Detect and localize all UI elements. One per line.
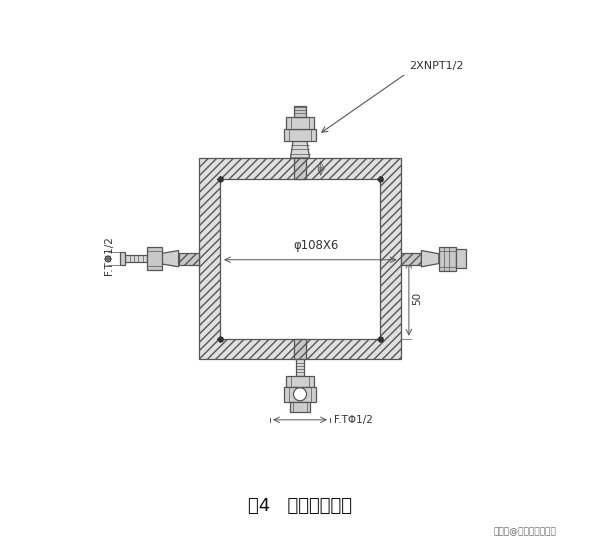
Bar bbox=[294, 158, 306, 179]
Bar bbox=[120, 252, 125, 265]
Bar bbox=[220, 179, 380, 339]
Circle shape bbox=[293, 388, 307, 401]
Bar bbox=[294, 339, 306, 359]
Bar bbox=[294, 106, 306, 117]
Bar bbox=[199, 158, 401, 359]
Bar bbox=[439, 247, 456, 271]
Text: φ: φ bbox=[316, 166, 325, 171]
Polygon shape bbox=[421, 250, 439, 267]
Bar bbox=[284, 387, 316, 402]
Bar bbox=[286, 117, 314, 129]
Polygon shape bbox=[160, 250, 179, 267]
Bar bbox=[147, 248, 162, 270]
Text: 搜狐号@嘉可自动化仪表: 搜狐号@嘉可自动化仪表 bbox=[493, 527, 556, 536]
Text: 50: 50 bbox=[412, 292, 422, 305]
Polygon shape bbox=[290, 140, 310, 158]
Text: 2XNPT1/2: 2XNPT1/2 bbox=[409, 61, 463, 71]
Text: F.TΦ1/2: F.TΦ1/2 bbox=[334, 415, 373, 425]
Bar bbox=[290, 402, 310, 411]
Bar bbox=[456, 249, 466, 268]
Bar bbox=[179, 252, 199, 265]
Bar bbox=[296, 359, 304, 376]
Text: φ108X6: φ108X6 bbox=[293, 239, 338, 252]
Bar bbox=[286, 376, 314, 387]
Bar bbox=[401, 252, 421, 265]
Bar bbox=[125, 255, 147, 262]
Text: F.TΦ1/2: F.TΦ1/2 bbox=[104, 236, 115, 276]
Text: 图4   冷凝罐示意图: 图4 冷凝罐示意图 bbox=[248, 497, 352, 515]
Bar bbox=[284, 129, 316, 140]
